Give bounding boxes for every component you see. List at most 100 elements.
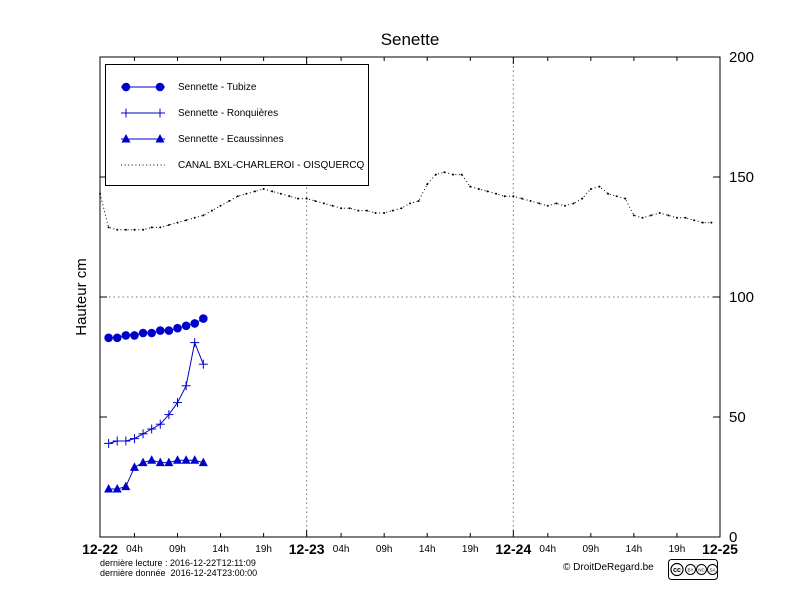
x-hour-label: 04h [333,544,350,555]
legend-item-ronquieres: Sennette - Ronquières [118,100,362,126]
marker-dot-icon [460,173,463,176]
marker-dot-icon [357,209,360,212]
marker-triangle-icon [155,134,165,143]
marker-dot-icon [538,202,541,205]
marker-dot-icon [348,207,351,210]
marker-dot-icon [322,202,325,205]
x-hour-label: 14h [626,544,643,555]
cc-nc-text: NC [698,568,705,573]
chart-title: Senette [380,30,440,49]
legend-sample-circle-icon [121,82,165,92]
marker-dot-icon [469,185,472,188]
x-hour-label: 04h [126,544,143,555]
marker-dot-icon [520,197,523,200]
legend-item-tubize: Sennette - Tubize [118,74,362,100]
legend-label: Sennette - Ronquières [178,107,279,119]
marker-dot-icon [495,192,498,195]
marker-dot-icon [228,200,231,202]
marker-dot-icon [701,221,704,224]
marker-dot-icon [314,200,317,202]
marker-dot-icon [581,197,584,200]
x-hour-label: 19h [462,544,479,555]
marker-triangle-icon [129,462,139,471]
marker-triangle-icon [121,481,131,491]
marker-dot-icon [365,209,368,212]
marker-dot-icon [529,200,532,202]
marker-dot-icon [245,192,248,195]
marker-dot-icon [512,195,515,198]
legend-label: Sennette - Ecaussinnes [178,133,284,145]
marker-circle-icon [173,323,182,333]
marker-dot-icon [417,200,420,202]
y-tick-label: 50 [729,409,746,426]
marker-dot-icon [434,173,437,176]
series-line-1 [108,340,204,444]
marker-triangle-icon [121,134,131,143]
marker-dot-icon [305,197,308,200]
marker-dot-icon [374,212,377,214]
x-hour-label: 04h [539,544,556,555]
marker-dot-icon [236,195,239,198]
cc-logo-text: cc [673,567,681,574]
marker-dot-icon [658,212,661,214]
marker-dot-icon [555,202,558,205]
marker-dot-icon [331,204,334,207]
marker-dot-icon [185,219,188,222]
marker-dot-icon [219,204,222,207]
marker-triangle-icon [112,484,122,493]
marker-dot-icon [675,216,678,219]
marker-dot-icon [142,228,145,231]
marker-circle-icon [155,326,165,335]
marker-dot-icon [124,228,127,231]
x-hour-label: 09h [376,544,393,555]
marker-dot-icon [159,226,162,229]
marker-dot-icon [710,221,713,224]
marker-dot-icon [624,197,627,200]
legend-label: Sennette - Tubize [178,81,257,93]
marker-circle-icon [121,331,131,340]
marker-triangle-icon [164,457,174,467]
marker-dot-icon [684,216,687,219]
y-tick-label: 200 [729,49,754,66]
marker-dot-icon [297,197,300,200]
x-day-label: 12-22 [82,541,118,557]
marker-circle-icon [181,321,191,331]
cc-license-icon: cc BY NC SA [668,559,718,580]
marker-circle-icon [130,331,139,340]
legend-sample-plus-icon [121,108,165,118]
x-hour-label: 14h [212,544,229,555]
marker-dot-icon [99,192,101,195]
marker-triangle-icon [155,457,165,467]
marker-dot-icon [477,188,480,190]
marker-dot-icon [400,207,403,210]
legend-item-canal: CANAL BXL-CHARLEROI - OISQUERCQ [118,152,364,178]
x-day-label: 12-23 [289,541,325,557]
marker-dot-icon [193,216,196,219]
x-day-label: 12-25 [702,541,738,557]
marker-dot-icon [409,202,411,205]
marker-dot-icon [176,221,179,224]
legend-sample-triangle-icon [121,134,165,143]
marker-dot-icon [667,214,670,217]
marker-dot-icon [486,190,489,193]
marker-dot-icon [632,214,635,217]
marker-circle-icon [138,328,148,338]
x-hour-label: 19h [669,544,686,555]
marker-dot-icon [271,190,274,193]
marker-circle-icon [164,326,174,335]
footer-last-data: dernière donnée 2016-12-24T23:00:00 [100,568,258,578]
marker-dot-icon [452,173,455,176]
marker-triangle-icon [173,455,182,464]
x-hour-label: 09h [169,544,186,555]
marker-dot-icon [167,224,170,226]
marker-dot-icon [288,195,291,198]
marker-dot-icon [564,204,566,207]
marker-dot-icon [589,188,592,190]
marker-circle-icon [147,328,156,338]
marker-triangle-icon [190,455,200,464]
marker-circle-icon [104,333,113,343]
cc-license-badge[interactable]: cc BY NC SA [668,559,718,580]
marker-dot-icon [262,188,265,190]
legend: Sennette - Tubize Sennette - Ronquières … [105,64,369,186]
